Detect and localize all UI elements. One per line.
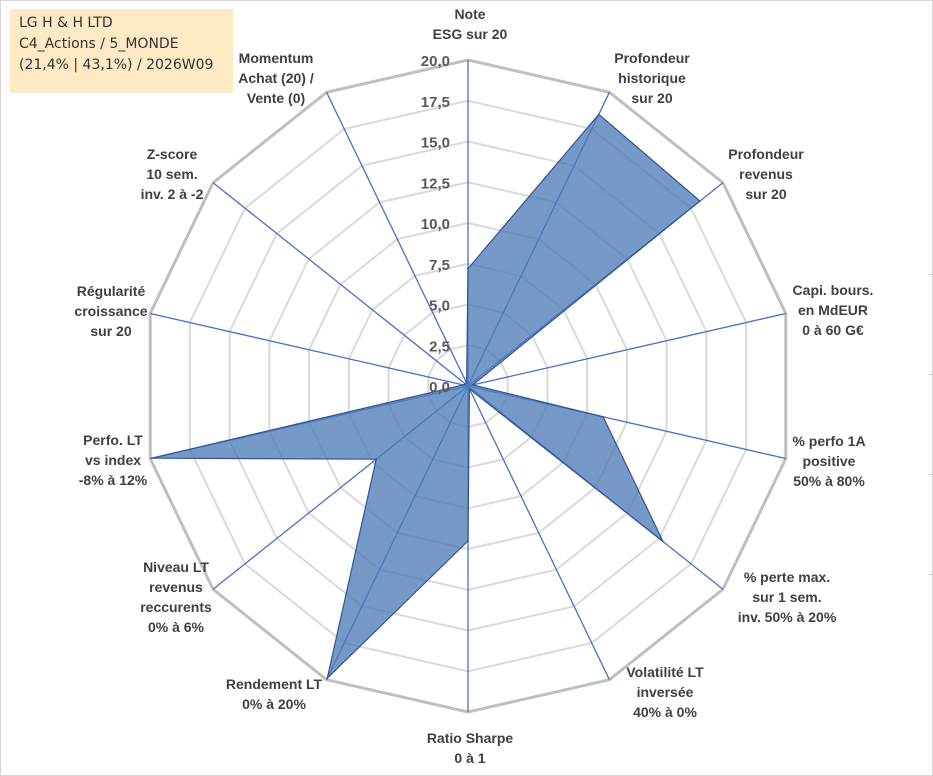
- edge-tick: [929, 474, 932, 475]
- radar-axis-label: Note ESG sur 20: [433, 6, 508, 42]
- radar-tick-labels: 0,0 2,5 5,0 7,5 10,0 12,5 15,0 17,5 20,0: [421, 53, 450, 396]
- edge-tick: [929, 574, 932, 575]
- radar-axis-label-line: 40% à 0%: [633, 704, 697, 720]
- company-name: LG H & H LTD: [19, 15, 113, 31]
- radar-axis-label-line: revenus: [149, 579, 203, 595]
- radar-data-point: [151, 457, 153, 460]
- radar-spoke: [212, 182, 469, 387]
- radar-axis-label-line: Ratio Sharpe: [427, 730, 514, 746]
- radar-axis-label-line: Vente (0): [247, 90, 305, 106]
- radar-axis-labels: Note ESG sur 20 Profondeur historique sur 20…: [74, 6, 873, 766]
- category-path: C4_Actions / 5_MONDE: [19, 36, 179, 52]
- radar-axis-label-line: sur 20: [745, 186, 786, 202]
- radar-axis-label-line: 0% à 6%: [148, 619, 205, 635]
- stats-week: (21,4% | 43,1%) / 2026W09: [19, 57, 214, 73]
- radar-axis-label: Z-score 10 sem. inv. 2 à -2: [141, 146, 204, 202]
- radar-tick-label: 7,5: [429, 257, 450, 274]
- radar-axis-label-line: % perte max.: [744, 569, 830, 585]
- radar-axis-label-line: inv. 2 à -2: [141, 186, 204, 202]
- radar-axis-label: Momentum Achat (20) / Vente (0): [238, 50, 314, 106]
- radar-axis-label-line: sur 1 sem.: [752, 589, 821, 605]
- radar-axis-label-line: revenus: [739, 166, 793, 182]
- radar-tick-label: 15,0: [421, 135, 450, 152]
- radar-tick-label: 20,0: [421, 53, 450, 70]
- radar-axis-label-line: 10 sem.: [146, 166, 197, 182]
- radar-axis-label: Capi. bours. en MdEUR 0 à 60 G€: [793, 282, 874, 338]
- radar-spoke: [150, 312, 469, 387]
- radar-data-point: [602, 416, 604, 418]
- radar-axis-label-line: Niveau LT: [143, 559, 209, 575]
- radar-axis-label-line: croissance: [74, 303, 147, 319]
- info-box: LG H & H LTD C4_Actions / 5_MONDE (21,4%…: [10, 9, 233, 93]
- radar-spoke: [326, 92, 469, 387]
- radar-series: [151, 113, 701, 681]
- radar-tick-label: 10,0: [421, 216, 450, 233]
- radar-axis-label-line: historique: [618, 70, 686, 86]
- radar-axis-label-line: Profondeur: [614, 50, 690, 66]
- radar-axis-label-line: sur 20: [90, 323, 131, 339]
- edge-tick: [929, 274, 932, 275]
- radar-axis-label: Profondeur historique sur 20: [614, 50, 690, 106]
- radar-data-point: [465, 382, 468, 384]
- radar-axis-label: Rendement LT 0% à 20%: [226, 676, 323, 712]
- radar-axis-label-line: inversée: [637, 684, 694, 700]
- radar-spoke: [467, 385, 610, 680]
- radar-data-point: [598, 113, 600, 116]
- radar-axis-label-line: 0% à 20%: [242, 696, 306, 712]
- radar-axis-label-line: ESG sur 20: [433, 26, 508, 42]
- radar-tick-label: 17,5: [421, 94, 450, 111]
- radar-axis-label-line: Régularité: [77, 283, 146, 299]
- radar-axis-label-line: -8% à 12%: [79, 472, 148, 488]
- radar-axis-label-line: en MdEUR: [798, 302, 868, 318]
- radar-axis-label: Ratio Sharpe 0 à 1: [427, 730, 514, 766]
- radar-axis-label: Profondeur revenus sur 20: [728, 146, 804, 202]
- radar-tick-label: 2,5: [429, 338, 450, 355]
- radar-tick-label: 12,5: [421, 175, 450, 192]
- radar-axis-label-line: Capi. bours.: [793, 282, 874, 298]
- radar-axis-label-line: Profondeur: [728, 146, 804, 162]
- radar-axis-label-line: inv. 50% à 20%: [738, 609, 837, 625]
- radar-data-point: [326, 677, 329, 679]
- radar-data-point: [375, 458, 378, 461]
- radar-tick-label: 0,0: [429, 379, 450, 396]
- radar-axis-label: % perfo 1A positive 50% à 80%: [792, 433, 865, 489]
- radar-data-point: [472, 384, 474, 386]
- radar-axis-label-line: positive: [803, 453, 856, 469]
- radar-axis-label: Niveau LT revenus reccurents 0% à 6%: [140, 559, 212, 635]
- radar-axis-label-line: 0 à 1: [454, 750, 485, 766]
- radar-axis-label-line: Rendement LT: [226, 676, 323, 692]
- radar-axis-label-line: Achat (20) /: [238, 70, 314, 86]
- radar-axis-label-line: Volatilité LT: [626, 664, 704, 680]
- radar-axis-label-line: Z-score: [147, 146, 198, 162]
- radar-data-point: [462, 384, 465, 386]
- radar-axis-label-line: Note: [454, 6, 485, 22]
- radar-data-point: [468, 388, 471, 390]
- radar-axis-label-line: 50% à 80%: [793, 473, 865, 489]
- radar-spoke: [467, 312, 786, 387]
- radar-axis-label: Volatilité LT inversée 40% à 0%: [626, 664, 704, 720]
- radar-axis-label-line: % perfo 1A: [792, 433, 865, 449]
- edge-tick: [929, 374, 932, 375]
- radar-axis-label-line: reccurents: [140, 599, 212, 615]
- radar-axis-label-line: 0 à 60 G€: [802, 322, 864, 338]
- radar-axis-label-line: Perfo. LT: [83, 432, 143, 448]
- radar-axis-label-line: vs index: [85, 452, 141, 468]
- radar-axis-label: % perte max. sur 1 sem. inv. 50% à 20%: [738, 569, 837, 625]
- radar-data-point: [699, 200, 701, 202]
- radar-tick-label: 5,0: [429, 298, 450, 315]
- radar-data-point: [662, 540, 664, 543]
- radar-data-point: [464, 383, 467, 385]
- radar-data-point: [467, 540, 469, 542]
- radar-axis-label: Régularité croissance sur 20: [74, 283, 147, 339]
- radar-axis-label-line: sur 20: [631, 90, 672, 106]
- radar-axis-label: Perfo. LT vs index -8% à 12%: [79, 432, 148, 488]
- radar-axis-label-line: Momentum: [239, 50, 314, 66]
- radar-data-point: [467, 267, 469, 270]
